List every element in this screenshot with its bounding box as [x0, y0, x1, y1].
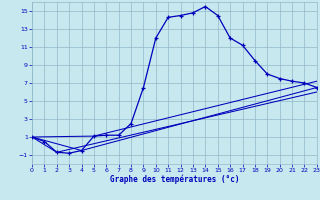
- X-axis label: Graphe des températures (°c): Graphe des températures (°c): [110, 175, 239, 184]
